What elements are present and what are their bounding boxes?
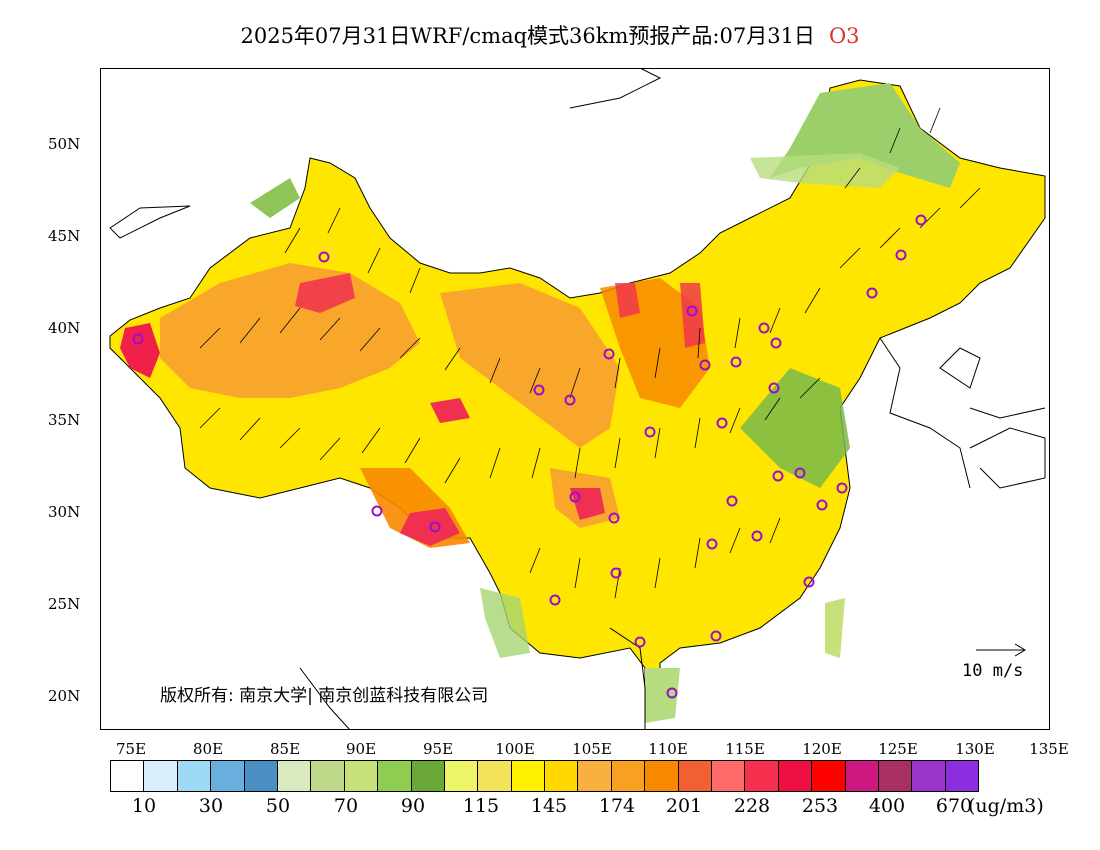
colorbar-cell: [211, 761, 245, 791]
colorbar-cell: [678, 761, 713, 791]
colorbar-cell: [244, 761, 278, 791]
colorbar-cell: [878, 761, 913, 791]
china-fill: [109, 79, 1046, 723]
lon-label: 80E: [192, 740, 224, 758]
colorbar-cell: [578, 761, 612, 791]
colorbar-cell: [845, 761, 879, 791]
colorbar-unit: (ug/m3): [968, 795, 1044, 817]
title-text: 2025年07月31日WRF/cmaq模式36km预报产品:07月31日: [240, 24, 815, 48]
colorbar-label: 201: [665, 795, 703, 817]
lat-label: 50N: [48, 135, 81, 153]
colorbar-label: 30: [198, 795, 224, 817]
lon-label: 115E: [725, 740, 765, 758]
colorbar-label: 174: [598, 795, 636, 817]
lon-label: 90E: [345, 740, 377, 758]
colorbar-cell: [712, 761, 746, 791]
colorbar-cell: [812, 761, 846, 791]
colorbar-cell: [511, 761, 546, 791]
colorbar-cell: [277, 761, 312, 791]
lat-label: 35N: [48, 411, 81, 429]
colorbar-label: 145: [530, 795, 568, 817]
lon-label: 110E: [648, 740, 688, 758]
coastlines: [109, 68, 1046, 730]
colorbar-cell: [745, 761, 779, 791]
map-title: 2025年07月31日WRF/cmaq模式36km预报产品:07月31日 O3: [0, 20, 1100, 50]
colorbar-label: 400: [868, 795, 906, 817]
colorbar-cell: [611, 761, 646, 791]
colorbar-label: 90: [400, 795, 426, 817]
colorbar-label: 50: [265, 795, 291, 817]
colorbar-cell: [478, 761, 512, 791]
lat-label: 20N: [48, 687, 81, 705]
colorbar-label: 70: [333, 795, 359, 817]
colorbar-cell: [144, 761, 178, 791]
lon-label: 100E: [495, 740, 535, 758]
lon-label: 95E: [422, 740, 454, 758]
vector-scale-arrow: [976, 643, 1026, 657]
colorbar-label: 115: [462, 795, 500, 817]
lat-label: 30N: [48, 503, 81, 521]
lon-label: 105E: [572, 740, 612, 758]
colorbar-cell: [778, 761, 813, 791]
colorbar-cell: [645, 761, 679, 791]
pollutant-label: O3: [828, 24, 860, 48]
lon-label: 120E: [802, 740, 842, 758]
colorbar-cell: [111, 761, 145, 791]
colorbar: [110, 760, 980, 792]
colorbar-cell: [411, 761, 445, 791]
colorbar-label: 670: [935, 795, 973, 817]
colorbar-cell: [378, 761, 412, 791]
colorbar-label: 10: [131, 795, 157, 817]
forecast-map: [100, 68, 1050, 730]
lon-label: 125E: [878, 740, 918, 758]
colorbar-cell: [311, 761, 345, 791]
lon-label: 85E: [269, 740, 301, 758]
lat-label: 45N: [48, 227, 81, 245]
map-frame: [100, 68, 1050, 730]
vector-scale-label: 10 m/s: [962, 661, 1024, 681]
colorbar-cell: [912, 761, 946, 791]
colorbar-label: 228: [733, 795, 771, 817]
lon-label: 135E: [1029, 740, 1069, 758]
monitoring-sites: [132, 214, 927, 699]
wind-vectors: [199, 107, 981, 599]
colorbar-cell: [545, 761, 579, 791]
colorbar-cell: [945, 761, 979, 791]
colorbar-cell: [177, 761, 212, 791]
lat-label: 40N: [48, 319, 81, 337]
colorbar-cell: [444, 761, 479, 791]
lon-label: 130E: [955, 740, 995, 758]
lat-label: 25N: [48, 595, 81, 613]
copyright-text: 版权所有: 南京大学| 南京创蓝科技有限公司: [160, 686, 489, 706]
colorbar-cell: [344, 761, 379, 791]
lon-label: 75E: [115, 740, 147, 758]
colorbar-label: 253: [801, 795, 839, 817]
